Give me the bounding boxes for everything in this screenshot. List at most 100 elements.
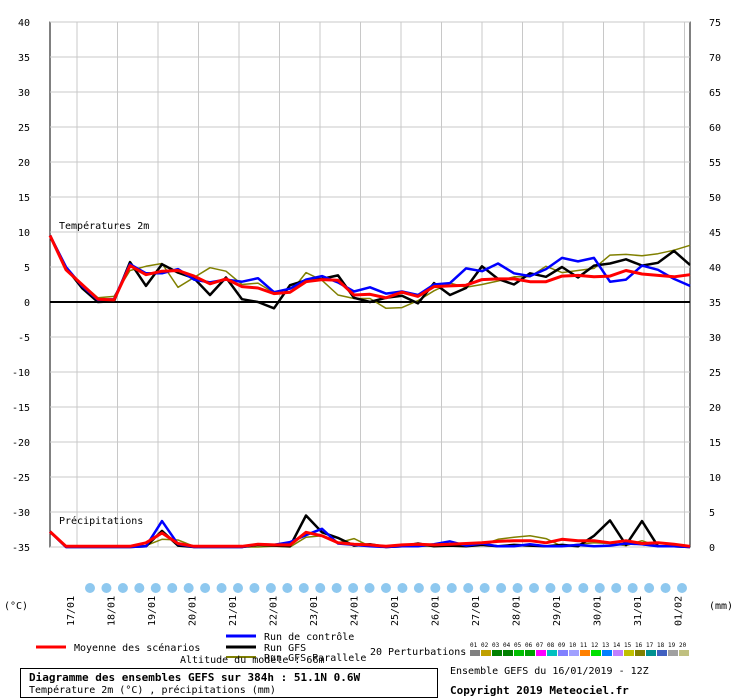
precip-probability-dot bbox=[200, 583, 211, 593]
precip-probability-label: 10% bbox=[119, 566, 127, 579]
precip-probability-dot bbox=[644, 583, 655, 593]
precip-probability-dot bbox=[627, 583, 638, 593]
chart-title: Diagramme des ensembles GEFS sur 384h : … bbox=[29, 671, 361, 684]
precip-probability-dot bbox=[101, 583, 112, 593]
perturbation-number: 11 bbox=[580, 642, 588, 649]
temp-tick-label: -25 bbox=[12, 473, 30, 484]
chart-subtitle: Température 2m (°C) , précipitations (mm… bbox=[29, 685, 276, 696]
precip-probability-label: 30% bbox=[465, 566, 473, 579]
temp-tick-label: 35 bbox=[18, 53, 30, 64]
legend-para-label: Run GFS Parallele bbox=[264, 653, 366, 664]
perturbation-color-swatch bbox=[657, 650, 667, 656]
precip-tick-label: 45 bbox=[709, 228, 721, 239]
precip-probability-label: 30% bbox=[481, 566, 489, 579]
temp-tick-label: 20 bbox=[18, 158, 30, 169]
precip-probability-label: 50% bbox=[399, 566, 407, 579]
precip-probability-dot bbox=[479, 583, 490, 593]
date-tick-label: 18/01 bbox=[107, 596, 118, 626]
perturbation-color-swatch bbox=[547, 650, 557, 656]
precip-probability-dot bbox=[512, 583, 523, 593]
legend-control-label: Run de contrôle bbox=[264, 631, 354, 643]
precip-probability-label: 15% bbox=[679, 566, 687, 579]
perturbation-number: 19 bbox=[668, 642, 676, 649]
precip-probability-dot bbox=[413, 583, 424, 593]
precip-probability-label: 30% bbox=[218, 566, 226, 579]
precip-tick-label: 70 bbox=[709, 53, 721, 64]
temp-tick-label: 30 bbox=[18, 88, 30, 99]
precip-probability-dot bbox=[545, 583, 556, 593]
precip-probability-dot bbox=[233, 583, 243, 593]
precip-probability-label: 25% bbox=[580, 566, 588, 579]
precip-probability-label: 15% bbox=[235, 566, 243, 579]
date-tick-label: 22/01 bbox=[269, 596, 280, 626]
perturbation-color-swatch bbox=[536, 650, 546, 656]
perturbation-number: 06 bbox=[525, 642, 533, 649]
perturbation-color-swatch bbox=[679, 650, 689, 656]
date-tick-label: 31/01 bbox=[633, 596, 644, 626]
left-unit-label: (°C) bbox=[4, 601, 28, 612]
date-axis: 17/01 18/01 19/01 20/01 21/01 22/01 23/01 24/01… bbox=[66, 596, 685, 626]
date-tick-label: 20/01 bbox=[188, 596, 199, 626]
precip-probability-dot bbox=[348, 583, 359, 593]
precip-probability-label: 15% bbox=[202, 566, 210, 579]
perturbation-number: 07 bbox=[536, 642, 544, 649]
plot-area bbox=[49, 21, 691, 548]
perturbation-color-swatch bbox=[514, 650, 524, 656]
perturbation-color-swatch bbox=[602, 650, 612, 656]
precip-tick-label: 15 bbox=[709, 438, 721, 449]
moyenne-des-sc-narios-temperature-line bbox=[48, 234, 691, 302]
perturbation-color-swatch bbox=[492, 650, 502, 656]
copyright-label: Copyright 2019 Meteociel.fr bbox=[450, 684, 629, 697]
perturbation-number: 05 bbox=[514, 642, 522, 649]
perturbation-number: 16 bbox=[635, 642, 643, 649]
precip-tick-label: 35 bbox=[709, 298, 721, 309]
perturbation-color-swatch bbox=[558, 650, 568, 656]
precip-probability-dot bbox=[529, 583, 539, 593]
altitude-label: Altitude du modèle : 66m bbox=[180, 654, 325, 666]
precip-probability-dot bbox=[364, 583, 375, 593]
perturbation-color-swatch bbox=[668, 650, 678, 656]
precip-probability-dot bbox=[430, 583, 441, 593]
info-box: Diagramme des ensembles GEFS sur 384h : … bbox=[20, 668, 438, 698]
perturbation-number: 02 bbox=[481, 642, 489, 649]
precip-probability-label: 40% bbox=[498, 566, 506, 579]
precip-probability-dot bbox=[611, 583, 622, 593]
precip-probability-label: 15% bbox=[103, 566, 111, 579]
perturbation-color-swatch bbox=[591, 650, 601, 656]
precip-probability-label: 30% bbox=[267, 566, 275, 579]
precip-tick-label: 65 bbox=[709, 88, 721, 99]
date-tick-label: 25/01 bbox=[390, 596, 401, 626]
date-tick-label: 26/01 bbox=[431, 596, 442, 626]
precip-probability-dot bbox=[315, 583, 326, 593]
precip-probability-label: 50% bbox=[383, 566, 391, 579]
precip-probability-label: 5% bbox=[136, 570, 144, 579]
perturbation-number: 14 bbox=[613, 642, 621, 649]
precip-probability-label: 20% bbox=[366, 566, 374, 579]
precip-tick-label: 0 bbox=[709, 543, 715, 554]
perturbation-number: 15 bbox=[624, 642, 632, 649]
precip-probability-label: 30% bbox=[448, 566, 456, 579]
precip-probability-dot bbox=[216, 583, 227, 593]
precip-probability-dot bbox=[578, 583, 589, 593]
precip-probability-label: 15% bbox=[613, 566, 621, 579]
precip-tick-label: 40 bbox=[709, 263, 721, 274]
precip-probability-label: 20% bbox=[662, 566, 670, 579]
temp-tick-label: -10 bbox=[12, 368, 30, 379]
perturbation-number: 10 bbox=[569, 642, 577, 649]
precip-tick-label: 20 bbox=[709, 403, 721, 414]
temp-tick-label: 15 bbox=[18, 193, 30, 204]
temp-tick-label: -5 bbox=[18, 333, 30, 344]
perturbation-color-swatch bbox=[580, 650, 590, 656]
moyenne-des-sc-narios-precipitation-line bbox=[48, 530, 691, 548]
precip-probability-label: 5% bbox=[251, 570, 259, 579]
precip-probability-label: 20% bbox=[646, 566, 654, 579]
ensemble-run-label: Ensemble GEFS du 16/01/2019 - 12Z bbox=[450, 666, 649, 677]
temp-tick-label: 25 bbox=[18, 123, 30, 134]
legend-mean-label: Moyenne des scénarios bbox=[74, 642, 200, 654]
run-gfs-parallele-temperature-line bbox=[49, 235, 691, 310]
perturbation-number: 03 bbox=[492, 642, 500, 649]
precip-tick-label: 75 bbox=[709, 18, 721, 29]
precip-tick-label: 25 bbox=[709, 368, 721, 379]
